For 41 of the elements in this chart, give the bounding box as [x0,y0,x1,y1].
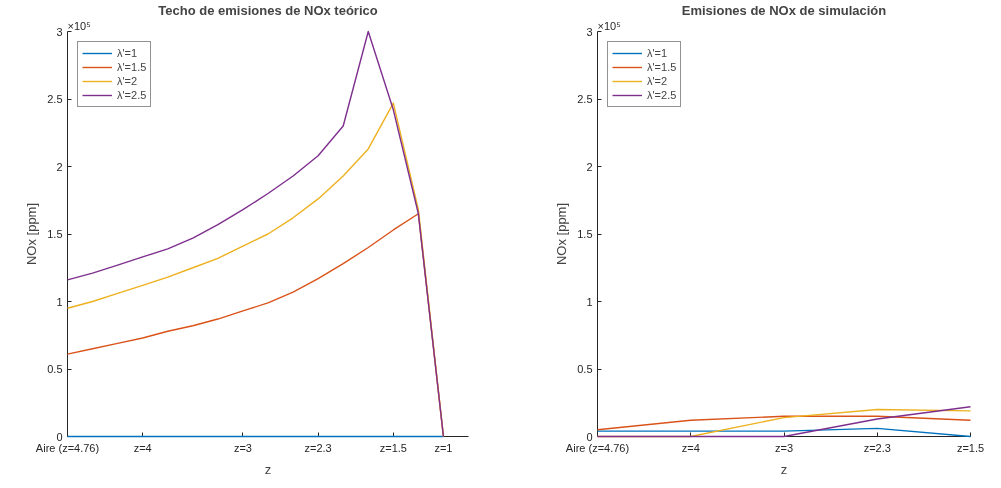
chart-title: Emisiones de NOx de simulación [681,2,887,18]
x-axis-title: z [780,461,788,477]
x-tick-label: z=2.3 [304,441,332,454]
y-tick-label: 2.5 [47,93,63,105]
legend-label: λ'=1 [647,46,668,60]
legend-label: λ'=1.5 [117,60,147,74]
x-axis-title: z [264,461,272,477]
legend-label: λ'=1.5 [647,60,677,74]
text: ×10⁵ [597,19,621,32]
y-tick-label: 1.5 [47,228,63,240]
x-tick-label: z=3 [774,441,794,454]
y-tick-label: 0 [586,430,593,443]
x-tick-label: z=2.3 [863,441,891,454]
y-tick-label: 3 [56,25,63,38]
y-tick-label: 2.5 [577,93,593,105]
x-tick-label: z=4 [681,441,700,454]
legend-label: λ'=2 [117,74,138,88]
legend-label: λ'=2.5 [117,88,147,102]
text: ×10⁵ [67,19,91,32]
x-tick-label: Aire (z=4.76) [565,441,630,454]
y-axis-title: NOx [ppm] [24,202,40,266]
x-tick-label: z=1.5 [956,441,985,454]
y-tick-label: 1 [56,295,63,308]
y-tick-label: 0.5 [47,363,63,375]
x-tick-label: z=3 [233,441,252,454]
x-tick-label: z=4 [133,441,152,454]
y-tick-label: 1.5 [577,228,593,240]
x-tick-label: z=1.5 [379,441,407,454]
y-tick-label: 0 [56,430,63,443]
x-tick-label: Aire (z=4.76) [35,441,100,454]
y-tick-label: 1 [586,295,593,308]
legend-label: λ'=1 [117,46,138,60]
x-tick-label: z=1 [434,441,453,454]
legend-label: λ'=2.5 [647,88,677,102]
y-tick-label: 0.5 [577,363,593,375]
y-tick-label: 2 [586,160,593,173]
y-tick-label: 3 [586,25,593,38]
y-axis-title: NOx [ppm] [554,202,570,266]
legend-label: λ'=2 [647,74,668,88]
chart-title: Techo de emisiones de NOx teórico [158,2,378,18]
y-tick-label: 2 [56,160,63,173]
